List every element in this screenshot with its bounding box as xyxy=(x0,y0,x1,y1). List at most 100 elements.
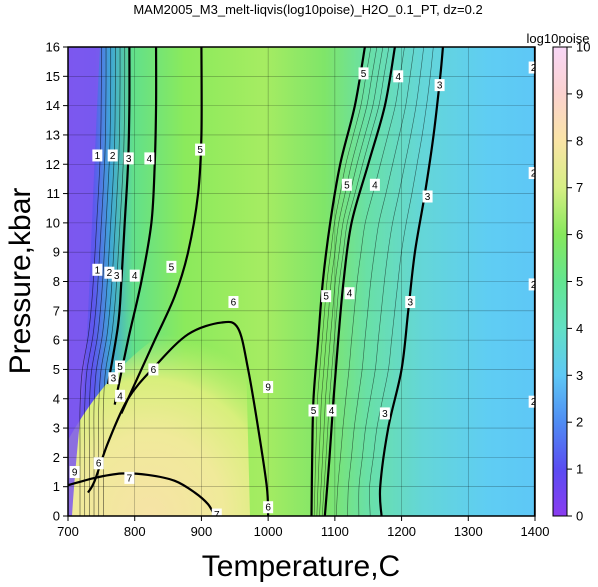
y-tick-label: 5 xyxy=(53,362,60,377)
contour-label: 2 xyxy=(531,280,537,291)
contour-label: 2 xyxy=(107,268,113,279)
contour-label-background xyxy=(69,466,80,479)
contour-label-background xyxy=(93,457,104,470)
colorbar-tick-label: 10 xyxy=(576,40,590,55)
contour-label: 3 xyxy=(126,154,132,165)
colorbar-tick-label: 5 xyxy=(576,274,583,289)
colorbar-tick-label: 8 xyxy=(576,133,583,148)
contour-label-background xyxy=(211,508,222,516)
contour-label: 9 xyxy=(265,383,271,394)
x-tick-label: 700 xyxy=(57,524,79,539)
y-tick-label: 14 xyxy=(46,98,60,113)
contour-label-background xyxy=(124,471,135,484)
contour-label-background xyxy=(144,152,155,165)
contour-label: 3 xyxy=(382,409,388,420)
contour-line-minor xyxy=(319,47,384,516)
contour-label: 4 xyxy=(347,289,353,300)
y-tick-label: 1 xyxy=(53,479,60,494)
x-tick-label: 1000 xyxy=(254,524,283,539)
contour-line-minor xyxy=(316,47,378,516)
contour-line-4 xyxy=(113,47,158,405)
colorbar-tick-label: 0 xyxy=(576,509,583,524)
contour-label-background xyxy=(92,149,103,162)
x-tick-label: 900 xyxy=(191,524,213,539)
contour-label-background xyxy=(263,381,274,394)
contour-label: 5 xyxy=(169,262,175,273)
contour-label-background xyxy=(344,287,355,300)
y-tick-label: 11 xyxy=(47,186,61,201)
contour-line-minor xyxy=(93,47,116,516)
x-tick-label: 1100 xyxy=(321,524,349,539)
contour-line-minor xyxy=(84,47,107,516)
contour-label: 3 xyxy=(425,192,431,203)
contour-label: 2 xyxy=(531,63,537,74)
contour-label-background xyxy=(326,404,337,417)
contour-line-6 xyxy=(87,320,270,516)
contour-label-background xyxy=(528,278,535,291)
y-tick-label: 8 xyxy=(53,274,60,289)
y-tick-label: 16 xyxy=(46,40,60,55)
contour-label-background xyxy=(166,260,177,273)
contour-line-5 xyxy=(310,47,366,516)
y-tick-label: 4 xyxy=(53,391,60,406)
y-tick-label: 3 xyxy=(53,421,60,436)
contour-label: 5 xyxy=(117,362,123,373)
colorbar-ticks: 0 1 2 3 4 5 6 7 8 9 10 xyxy=(567,40,590,524)
contour-line-5 xyxy=(120,47,203,414)
contour-label: 3 xyxy=(114,271,120,282)
colorbar-tick-label: 3 xyxy=(576,368,583,383)
colorbar xyxy=(552,46,568,517)
contour-label: 6 xyxy=(96,459,102,470)
contour-label-background xyxy=(434,79,445,92)
contour-label: 4 xyxy=(117,391,123,402)
y-tick-label: 2 xyxy=(53,450,60,465)
contour-label: 6 xyxy=(265,503,271,514)
thin-contours xyxy=(79,47,434,516)
contour-label-background xyxy=(107,149,118,162)
contour-label-background xyxy=(358,67,369,80)
contour-label-background xyxy=(528,61,535,74)
contour-line-3 xyxy=(378,47,445,516)
y-tick-label: 0 xyxy=(53,509,60,524)
heatmap-low-region xyxy=(68,47,100,516)
contour-label: 4 xyxy=(329,406,335,417)
contour-line-minor xyxy=(88,47,112,516)
contour-label-background xyxy=(115,389,126,402)
x-axis-ticks: 700 800 900 1000 1100 1200 1300 1400 xyxy=(57,516,549,539)
contour-label: 1 xyxy=(95,151,101,162)
contour-line-minor xyxy=(321,47,390,516)
contour-label-background xyxy=(228,296,239,309)
contour-label-background xyxy=(108,372,119,385)
x-tick-label: 1300 xyxy=(454,524,483,539)
colorbar-tick-label: 9 xyxy=(576,86,583,101)
colorbar-tick-label: 4 xyxy=(576,321,583,336)
y-tick-label: 9 xyxy=(53,245,60,260)
contour-label: 3 xyxy=(437,81,443,92)
contour-label-background xyxy=(379,407,390,420)
contour-label-background xyxy=(321,290,332,303)
y-tick-label: 6 xyxy=(53,333,60,348)
contour-label: 4 xyxy=(372,180,378,191)
contour-label-background xyxy=(422,190,433,203)
y-tick-label: 13 xyxy=(46,127,60,142)
contour-label-background xyxy=(341,178,352,191)
contour-line-minor xyxy=(358,47,425,516)
chart-title: MAM2005_M3_melt-liqvis(log10poise)_H2O_0… xyxy=(133,2,482,17)
contour-label-background xyxy=(104,266,115,279)
contour-label-background xyxy=(111,269,122,282)
y-tick-label: 7 xyxy=(53,303,60,318)
contour-label-background xyxy=(92,263,103,276)
contour-label-background xyxy=(123,152,134,165)
contour-label: 5 xyxy=(361,69,367,80)
contour-label-background xyxy=(528,167,535,180)
contour-label-background xyxy=(263,501,274,514)
contour-label: 3 xyxy=(407,298,413,309)
colorbar-tick-label: 1 xyxy=(576,462,583,477)
contour-label-background xyxy=(393,70,404,83)
contour-label-background xyxy=(129,269,140,282)
contour-label: 4 xyxy=(395,72,401,83)
contour-label: 5 xyxy=(311,406,317,417)
y-tick-label: 10 xyxy=(46,215,60,230)
